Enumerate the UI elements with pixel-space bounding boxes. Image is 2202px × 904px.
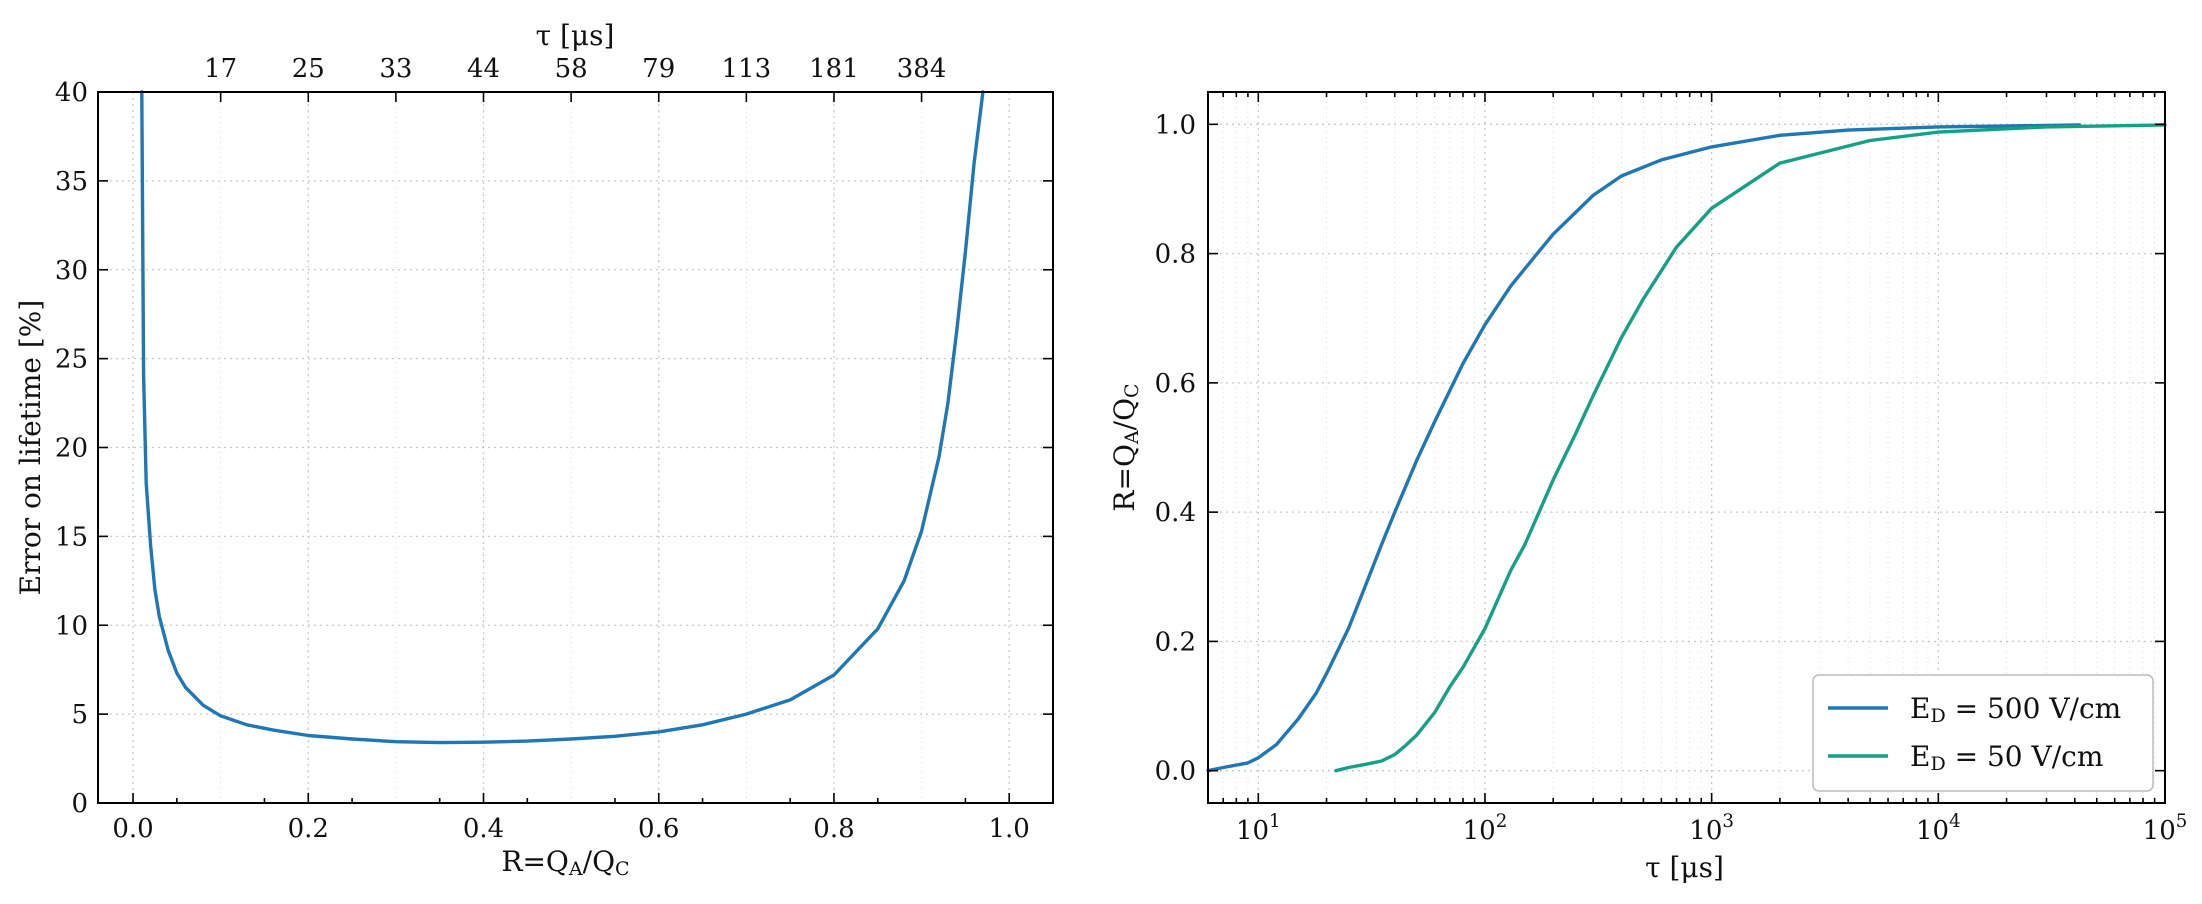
y-tick-label-3: 0.6 (1155, 369, 1196, 399)
y-tick-label-2: 10 (55, 611, 88, 641)
x-tick-label-3: 0.6 (638, 814, 679, 844)
x-tick-label-1: 0.2 (288, 814, 329, 844)
top-tick-label-4: 58 (555, 54, 588, 84)
x-tick-label-4: 105 (2143, 811, 2188, 846)
y-tick-label-1: 5 (71, 700, 88, 730)
x-tick-label-5: 1.0 (989, 814, 1030, 844)
top-tick-label-1: 25 (292, 54, 325, 84)
y-tick-label-5: 25 (55, 345, 88, 375)
top-tick-label-5: 79 (642, 54, 675, 84)
y-tick-label-8: 40 (55, 78, 88, 108)
y-tick-label-7: 35 (55, 167, 88, 197)
y-tick-label-0: 0.0 (1155, 757, 1196, 787)
y-tick-label-2: 0.4 (1155, 498, 1196, 528)
legend-label-0: ED = 500 V/cm (1910, 692, 2121, 727)
x-axis-label: τ [μs] (1645, 851, 1724, 884)
x-tick-label-2: 0.4 (463, 814, 504, 844)
y-tick-label-1: 0.2 (1155, 627, 1196, 657)
y-tick-label-3: 15 (55, 522, 88, 552)
top-axis-label: τ [μs] (536, 19, 615, 52)
series-line-0 (1206, 123, 2082, 773)
x-tick-label-3: 104 (1916, 811, 1961, 846)
x-tick-label-2: 103 (1689, 811, 1734, 846)
x-tick-label-0: 101 (1236, 811, 1281, 846)
top-tick-label-8: 384 (897, 54, 947, 84)
x-tick-label-1: 102 (1463, 811, 1508, 846)
y-tick-label-0: 0 (71, 789, 88, 819)
plot-frame (1207, 91, 2166, 804)
series-error-curve (140, 90, 985, 745)
legend: ED = 500 V/cm ED = 50 V/cm (1812, 674, 2154, 792)
y-axis-label: R=QA/QC (1108, 383, 1143, 511)
top-tick-label-2: 33 (379, 54, 412, 84)
y-tick-label-4: 0.8 (1155, 240, 1196, 270)
x-axis-label: R=QA/QC (501, 845, 629, 880)
top-tick-label-3: 44 (467, 54, 500, 84)
x-tick-label-4: 0.8 (813, 814, 854, 844)
left-plot: 0.0 0.2 0.4 0.6 0.8 1.0 17 25 33 44 58 79 113 181 384 0… (14, 19, 1054, 880)
right-plot: 101 102 103 104 105 0.0 0.2 0.4 0.6 0.8 1.0 τ [μs] R… (1108, 91, 2188, 884)
y-tick-label-6: 30 (55, 256, 88, 286)
legend-label-1: ED = 50 V/cm (1910, 740, 2103, 775)
legend-box (1812, 674, 2154, 792)
y-tick-label-5: 1.0 (1155, 110, 1196, 140)
y-tick-label-4: 20 (55, 434, 88, 464)
top-tick-label-0: 17 (204, 54, 237, 84)
series-line-1 (1334, 123, 2167, 773)
top-tick-label-6: 113 (722, 54, 772, 84)
x-tick-label-0: 0.0 (112, 814, 153, 844)
top-tick-label-7: 181 (809, 54, 859, 84)
y-axis-label: Error on lifetime [%] (14, 300, 47, 596)
